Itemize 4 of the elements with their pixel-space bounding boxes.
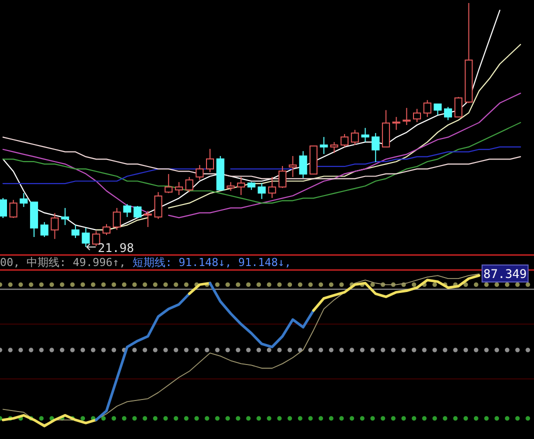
annotation: 21.98: [98, 241, 134, 255]
chart-title: 00, 中期线: 49.996↑,: [0, 256, 132, 269]
annotation: 87.349: [483, 267, 527, 281]
chart-subtitle: 短期线: 91.148↓, 91.148↓,: [132, 256, 292, 269]
